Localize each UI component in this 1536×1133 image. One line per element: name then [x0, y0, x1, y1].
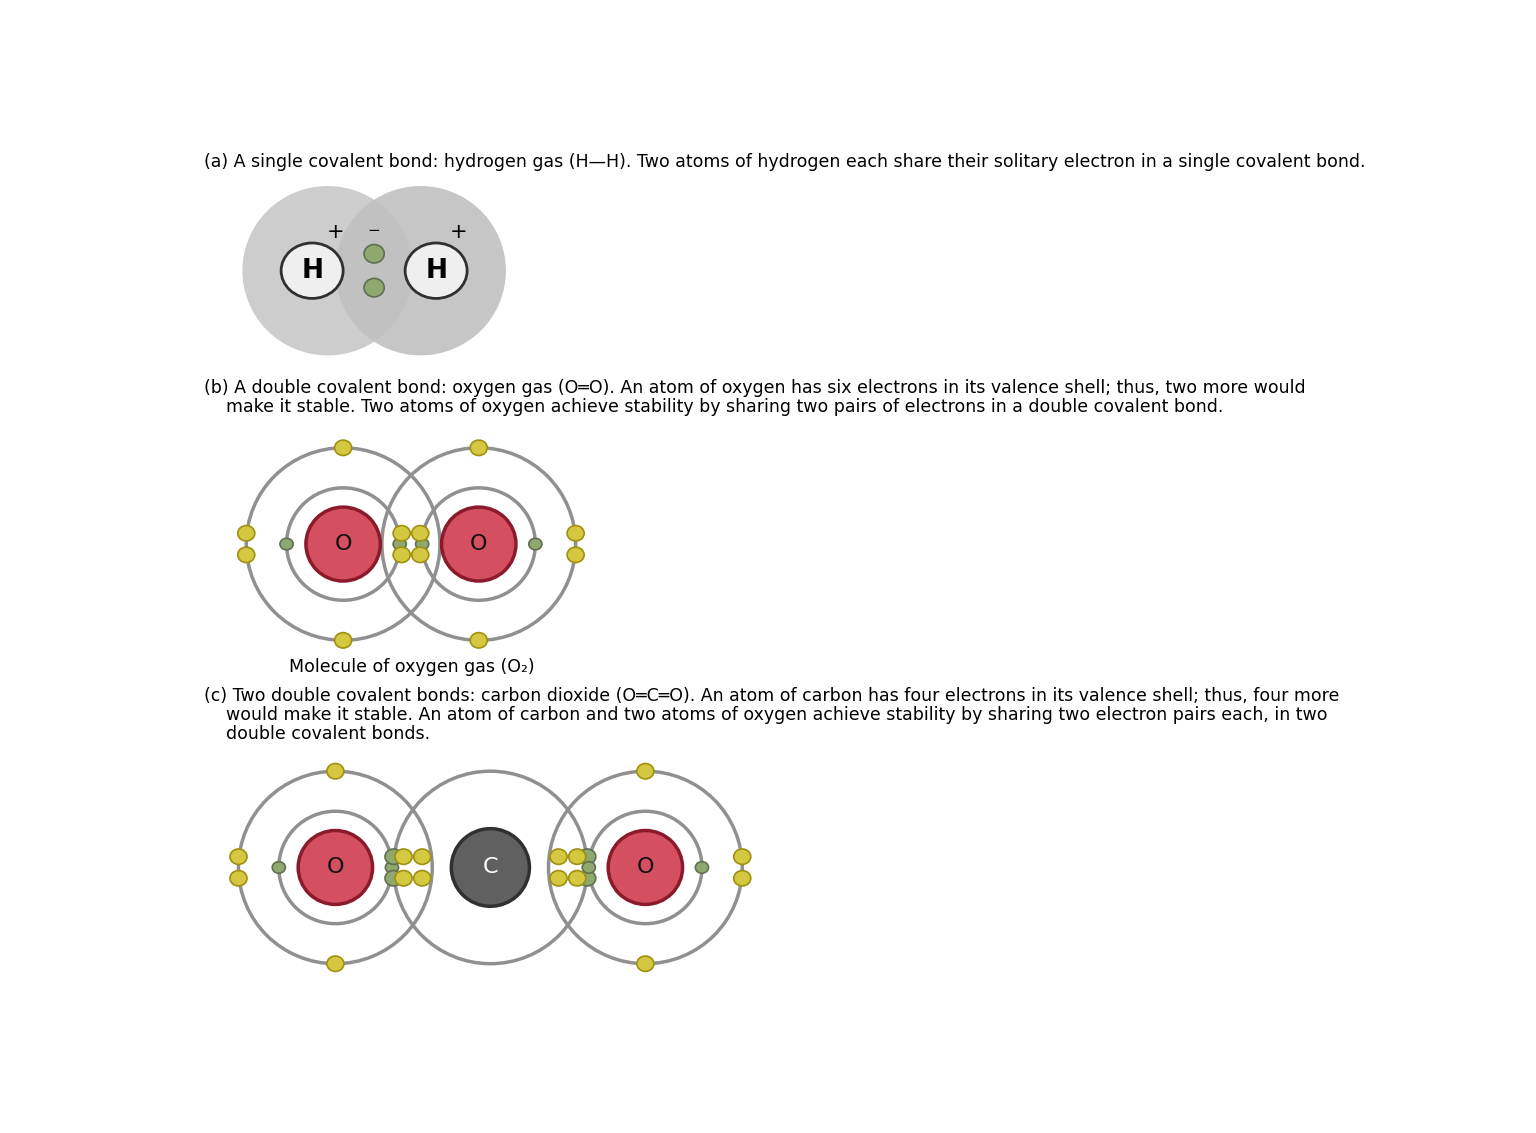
Ellipse shape: [568, 870, 585, 886]
Text: Molecule of oxygen gas (O₂): Molecule of oxygen gas (O₂): [289, 658, 535, 676]
Text: would make it stable. An atom of carbon and two atoms of oxygen achieve stabilit: would make it stable. An atom of carbon …: [204, 706, 1327, 724]
Ellipse shape: [230, 870, 247, 886]
Circle shape: [441, 508, 516, 581]
Ellipse shape: [637, 956, 654, 971]
Ellipse shape: [734, 849, 751, 864]
Ellipse shape: [406, 242, 467, 298]
Text: O: O: [636, 858, 654, 877]
Ellipse shape: [395, 849, 412, 864]
Ellipse shape: [550, 849, 567, 864]
Text: C: C: [482, 858, 498, 877]
Ellipse shape: [335, 440, 352, 455]
Ellipse shape: [470, 632, 487, 648]
Ellipse shape: [582, 862, 596, 874]
Ellipse shape: [281, 242, 343, 298]
Ellipse shape: [335, 632, 352, 648]
Ellipse shape: [386, 849, 402, 864]
Text: (a) A single covalent bond: hydrogen gas (H—H). Two atoms of hydrogen each share: (a) A single covalent bond: hydrogen gas…: [204, 153, 1366, 171]
Ellipse shape: [393, 526, 410, 540]
Ellipse shape: [470, 440, 487, 455]
Ellipse shape: [364, 245, 384, 263]
Ellipse shape: [416, 538, 429, 550]
Ellipse shape: [393, 538, 407, 550]
Ellipse shape: [413, 870, 430, 886]
Circle shape: [608, 830, 682, 904]
Ellipse shape: [238, 526, 255, 540]
Ellipse shape: [413, 849, 430, 864]
Ellipse shape: [395, 870, 412, 886]
Ellipse shape: [637, 764, 654, 778]
Ellipse shape: [386, 862, 398, 874]
Text: (b) A double covalent bond: oxygen gas (O═O). An atom of oxygen has six electron: (b) A double covalent bond: oxygen gas (…: [204, 378, 1306, 397]
Ellipse shape: [393, 547, 410, 563]
Ellipse shape: [579, 849, 596, 864]
Ellipse shape: [327, 764, 344, 778]
Ellipse shape: [280, 538, 293, 550]
Circle shape: [335, 186, 505, 356]
Ellipse shape: [579, 870, 596, 886]
Circle shape: [452, 828, 530, 906]
Ellipse shape: [696, 862, 708, 874]
Text: H: H: [425, 257, 447, 283]
Text: H: H: [301, 257, 323, 283]
Ellipse shape: [364, 279, 384, 297]
Text: double covalent bonds.: double covalent bonds.: [204, 725, 430, 743]
Ellipse shape: [734, 870, 751, 886]
Ellipse shape: [272, 862, 286, 874]
Text: (c) Two double covalent bonds: carbon dioxide (O═C═O). An atom of carbon has fou: (c) Two double covalent bonds: carbon di…: [204, 687, 1339, 705]
Ellipse shape: [567, 526, 584, 540]
Text: +: +: [327, 222, 344, 242]
Circle shape: [306, 508, 381, 581]
Text: O: O: [335, 534, 352, 554]
Ellipse shape: [568, 849, 585, 864]
Circle shape: [298, 830, 373, 904]
Ellipse shape: [567, 547, 584, 563]
Ellipse shape: [327, 956, 344, 971]
Ellipse shape: [238, 547, 255, 563]
Ellipse shape: [528, 538, 542, 550]
Circle shape: [243, 186, 413, 356]
Text: make it stable. Two atoms of oxygen achieve stability by sharing two pairs of el: make it stable. Two atoms of oxygen achi…: [204, 398, 1223, 416]
Ellipse shape: [230, 849, 247, 864]
Ellipse shape: [412, 547, 429, 563]
Ellipse shape: [412, 526, 429, 540]
Text: O: O: [470, 534, 487, 554]
Text: O: O: [327, 858, 344, 877]
Ellipse shape: [550, 870, 567, 886]
Text: +: +: [450, 222, 467, 242]
Ellipse shape: [386, 870, 402, 886]
Text: −: −: [367, 223, 381, 238]
